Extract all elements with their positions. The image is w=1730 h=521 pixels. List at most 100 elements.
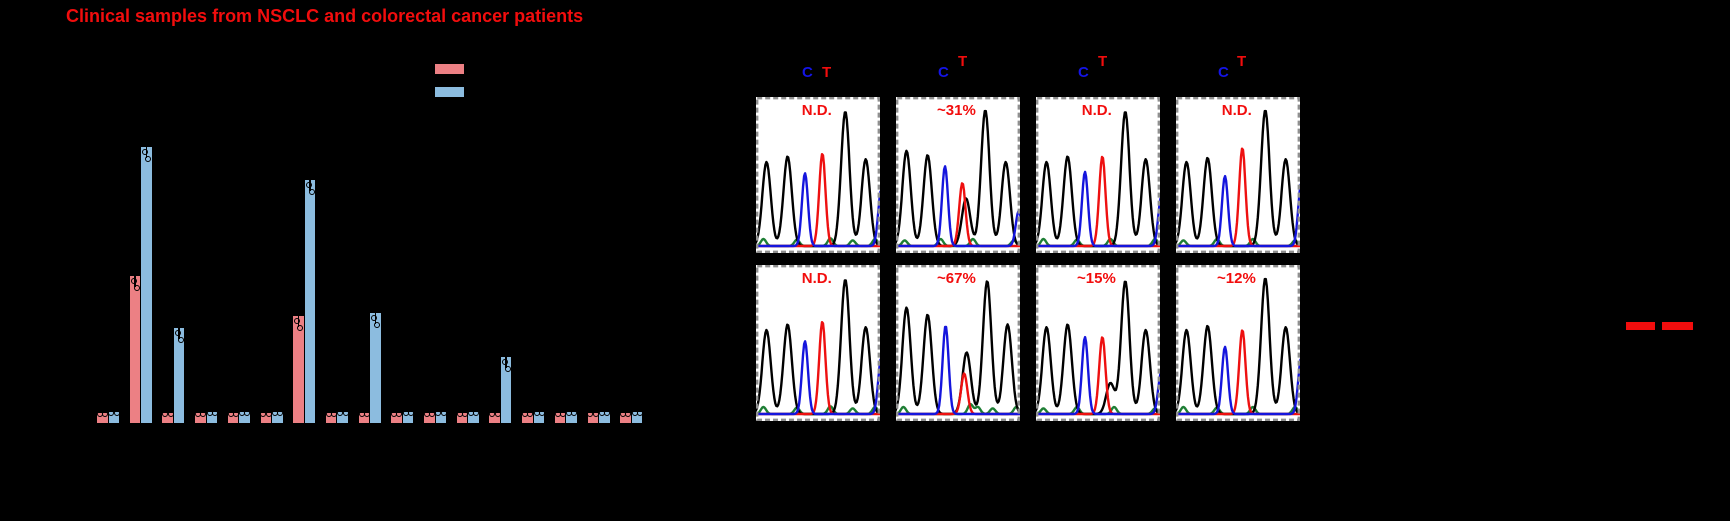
replicate-dot (363, 410, 370, 417)
bar-pink-13 (489, 413, 500, 423)
allele-c-label-col2: C (938, 64, 949, 81)
sanger-panel-r1-c2: ~31% (896, 97, 1020, 253)
bar-pink-12 (456, 413, 468, 423)
mutation-fraction-label: N.D. (1221, 102, 1252, 119)
replicate-dot (429, 410, 436, 417)
bar-blue-17 (631, 412, 643, 423)
mutation-fraction-label: ~12% (1217, 270, 1256, 287)
replicate-dot (145, 156, 152, 163)
bar-blue-16 (599, 412, 610, 423)
legend-swatch-blue (435, 87, 464, 97)
trace-c (1176, 345, 1300, 416)
mutation-fraction-label: ~67% (937, 270, 976, 287)
chromatogram (896, 265, 1020, 421)
panel-dashed-border (756, 97, 880, 253)
replicate-dot (538, 409, 545, 416)
trace-c (756, 340, 880, 416)
error-bar (297, 307, 300, 327)
bar-pink-6 (260, 413, 271, 423)
bar-blue-12 (468, 412, 479, 423)
replicate-dot (374, 322, 381, 329)
replicate-dot (178, 337, 185, 344)
chromatogram (1036, 97, 1160, 253)
replicate-dot (211, 409, 218, 416)
panel-dashed-border (896, 265, 1020, 421)
replicate-dot (113, 409, 120, 416)
bar-pink-17 (620, 413, 631, 423)
chromatogram (1036, 265, 1160, 421)
replicate-dot (604, 409, 611, 416)
replicate-dot (102, 410, 109, 417)
error-bar (178, 319, 180, 339)
replicate-dot (174, 330, 181, 337)
replicate-dot (407, 409, 414, 416)
bar-blue-3 (173, 328, 185, 423)
bar-pink-14 (522, 413, 533, 423)
allele-t-label-col2: T (958, 53, 968, 70)
sanger-panel-r1-c4: N.D. (1176, 97, 1300, 253)
mutation-fraction-label: ~15% (1077, 270, 1116, 287)
trace-c (896, 165, 1020, 248)
panel-dashed-border (1176, 97, 1300, 253)
red-dash-legend-segment-2 (1662, 322, 1693, 330)
bar-pink-5 (227, 413, 239, 423)
replicate-dot (130, 278, 137, 285)
error-bar (505, 348, 507, 368)
trace-c (1176, 174, 1300, 248)
allele-c-label-col1: C (802, 64, 813, 81)
sanger-panel-r2-c3: ~15% (1036, 265, 1160, 421)
replicate-dot (232, 410, 239, 417)
replicate-dot (265, 410, 272, 417)
sanger-panel-r2-c2: ~67% (896, 265, 1020, 421)
chromatogram (1176, 97, 1300, 253)
trace-g (756, 111, 880, 248)
allele-t-label-col4: T (1237, 53, 1247, 70)
chromatogram (756, 265, 880, 421)
allele-t-label-col1: T (822, 64, 832, 81)
replicate-dot (331, 410, 338, 417)
replicate-dot (473, 409, 480, 416)
replicate-dot (200, 410, 207, 417)
replicate-dot (305, 182, 312, 189)
bar-chart-x-axis (85, 423, 660, 425)
figure-title: Clinical samples from NSCLC and colorect… (66, 6, 584, 26)
bar-blue-10 (402, 412, 414, 423)
replicate-dot (244, 409, 251, 416)
trace-c (756, 172, 880, 248)
replicate-dot (571, 409, 578, 416)
panel-dashed-border (1176, 265, 1300, 421)
replicate-dot (342, 409, 349, 416)
allele-c-label-col4: C (1218, 64, 1229, 81)
panel-dashed-border (756, 265, 880, 421)
trace-c (1036, 170, 1160, 248)
trace-c (896, 325, 1020, 416)
bar-pink-1 (97, 413, 108, 423)
replicate-dot (308, 189, 315, 196)
bar-blue-6 (272, 412, 283, 423)
bar-blue-2 (141, 147, 152, 423)
bar-blue-15 (566, 412, 577, 423)
legend-swatch-pink (435, 64, 464, 74)
sanger-panel-r2-c1: N.D. (756, 265, 880, 421)
bar-blue-8 (337, 412, 348, 423)
replicate-dot (167, 410, 174, 417)
bar-pink-11 (424, 413, 435, 423)
bar-blue-11 (435, 412, 446, 423)
sanger-panel-r1-c3: N.D. (1036, 97, 1160, 253)
error-bar (309, 171, 311, 191)
replicate-dot (625, 410, 632, 417)
mutation-fraction-label: N.D. (801, 270, 832, 287)
replicate-dot (592, 410, 599, 417)
allele-c-label-col3: C (1078, 64, 1089, 81)
trace-g (896, 280, 1020, 416)
bar-blue-9 (370, 313, 381, 423)
replicate-dot (461, 410, 468, 417)
replicate-dot (371, 315, 378, 322)
bar-chart-y-axis (85, 110, 87, 423)
panel-dashed-border (896, 97, 1020, 253)
bar-pink-8 (325, 413, 337, 423)
red-dash-legend-segment-1 (1626, 322, 1655, 330)
replicate-dot (142, 149, 149, 156)
replicate-dot (440, 409, 447, 416)
